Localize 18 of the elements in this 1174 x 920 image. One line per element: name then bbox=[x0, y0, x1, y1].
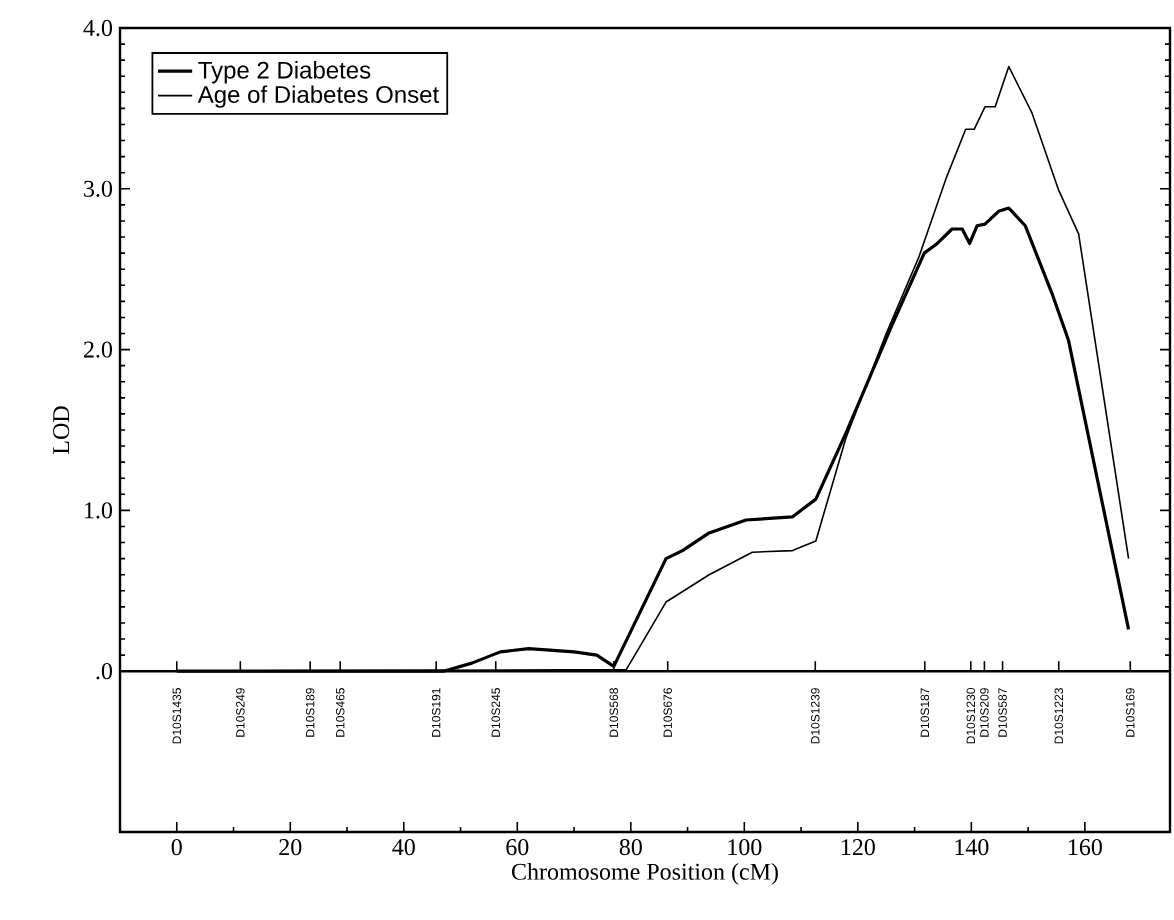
legend-label: Type 2 Diabetes bbox=[198, 61, 371, 84]
x-tick-label: 100 bbox=[728, 839, 762, 856]
legend-label: Age of Diabetes Onset bbox=[197, 85, 440, 108]
x-tick-label: 20 bbox=[279, 839, 302, 856]
x-axis-title: Chromosome Position (cM) bbox=[511, 862, 778, 885]
y-axis-title: LOD bbox=[53, 406, 70, 454]
x-tick-label: 0 bbox=[171, 839, 182, 856]
y-tick-label: 2.0 bbox=[84, 341, 113, 358]
x-tick-label: 40 bbox=[392, 839, 415, 856]
x-tick-label: 160 bbox=[1068, 839, 1102, 856]
y-tick-label: .0 bbox=[96, 663, 113, 680]
x-tick-label: 140 bbox=[955, 839, 989, 856]
x-tick-label: 120 bbox=[841, 839, 875, 856]
x-tick-label: 80 bbox=[619, 839, 642, 856]
y-tick-label: 3.0 bbox=[84, 180, 113, 197]
x-tick-label: 60 bbox=[506, 839, 529, 856]
y-tick-label: 1.0 bbox=[85, 502, 113, 519]
y-tick-label: 4.0 bbox=[83, 19, 113, 37]
